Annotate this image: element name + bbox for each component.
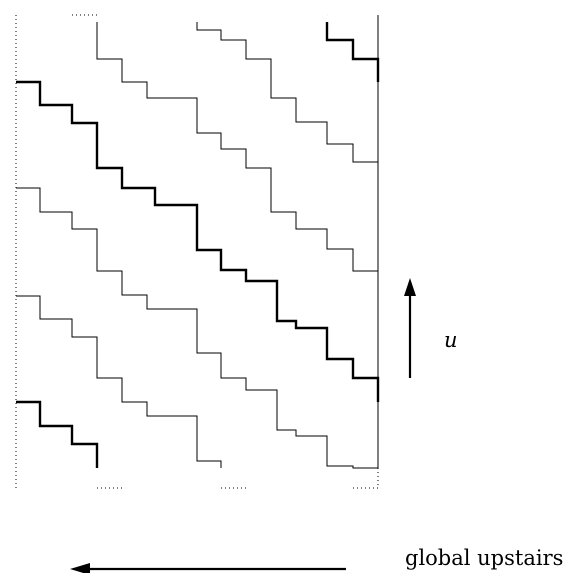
thin-staircase-2 — [196, 22, 378, 163]
thin-staircase-3 — [16, 187, 378, 469]
u-label: u — [444, 328, 458, 352]
thick-staircase-bottom-left — [16, 400, 99, 468]
global-upstairs-label: global upstairs — [405, 546, 563, 570]
thin-staircase-4 — [16, 295, 222, 468]
thick-staircase-top-right — [325, 22, 380, 82]
thick-staircase-main — [16, 80, 380, 402]
global-arrow-head — [70, 563, 90, 573]
thin-staircase-1 — [96, 22, 378, 272]
u-arrow-head — [404, 278, 416, 296]
